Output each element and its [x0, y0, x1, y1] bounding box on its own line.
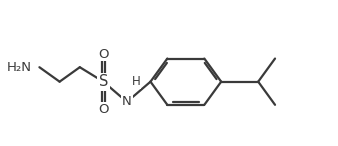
- Text: S: S: [99, 74, 108, 89]
- Text: O: O: [98, 48, 108, 61]
- Text: H₂N: H₂N: [7, 61, 32, 74]
- Text: H: H: [132, 75, 141, 88]
- Text: O: O: [98, 103, 108, 116]
- Text: N: N: [122, 95, 132, 108]
